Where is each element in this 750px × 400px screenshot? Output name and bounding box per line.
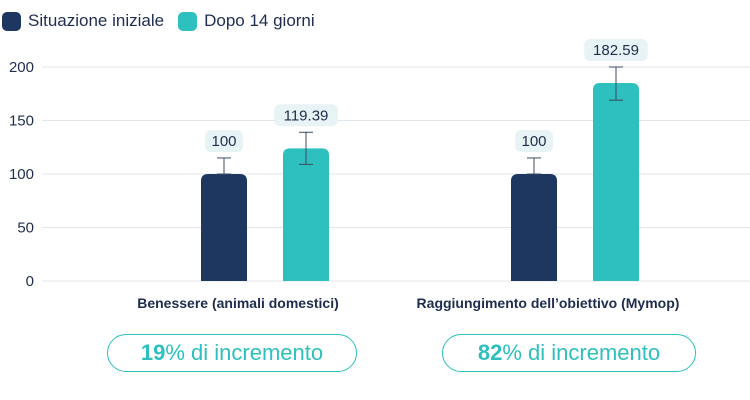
increment-text-goal: % di incremento <box>502 340 661 365</box>
legend-swatch-after <box>178 11 198 31</box>
y-tick-label: 0 <box>26 273 34 290</box>
y-tick-label: 200 <box>9 59 34 76</box>
value-label: 100 <box>521 133 546 150</box>
category-label: Benessere (animali domestici) <box>137 295 339 311</box>
legend-swatch-initial <box>2 11 21 31</box>
legend-label-after: Dopo 14 giorni <box>204 11 315 30</box>
y-tick-label: 100 <box>9 166 34 183</box>
bar <box>283 148 329 281</box>
increment-text-wellbeing: % di incremento <box>165 340 324 365</box>
value-label-bg <box>584 39 648 61</box>
legend-item-after: Dopo 14 giorni <box>178 11 315 31</box>
bar <box>593 83 639 281</box>
bar <box>201 174 247 281</box>
increment-percent-wellbeing: 19 <box>140 340 166 365</box>
y-tick-label: 150 <box>9 113 34 130</box>
value-label-bg <box>274 104 338 127</box>
legend-label-initial: Situazione iniziale <box>28 11 165 30</box>
legend-item-initial: Situazione iniziale <box>2 11 164 31</box>
bar <box>511 174 557 281</box>
value-label-bg <box>515 129 553 152</box>
y-tick-label: 50 <box>17 220 34 237</box>
increment-badge-wellbeing: 19% di incremento <box>107 334 357 372</box>
increment-badge-goal: 82% di incremento <box>442 334 696 372</box>
value-label: 182.59 <box>593 42 639 59</box>
value-label: 100 <box>211 133 236 150</box>
value-label: 119.39 <box>284 107 329 124</box>
increment-percent-goal: 82 <box>477 340 503 365</box>
legend: Situazione iniziale Dopo 14 giorni <box>2 11 315 31</box>
category-label: Raggiungimento dell’obiettivo (Mymop) <box>417 295 680 311</box>
value-label-bg <box>205 129 243 152</box>
